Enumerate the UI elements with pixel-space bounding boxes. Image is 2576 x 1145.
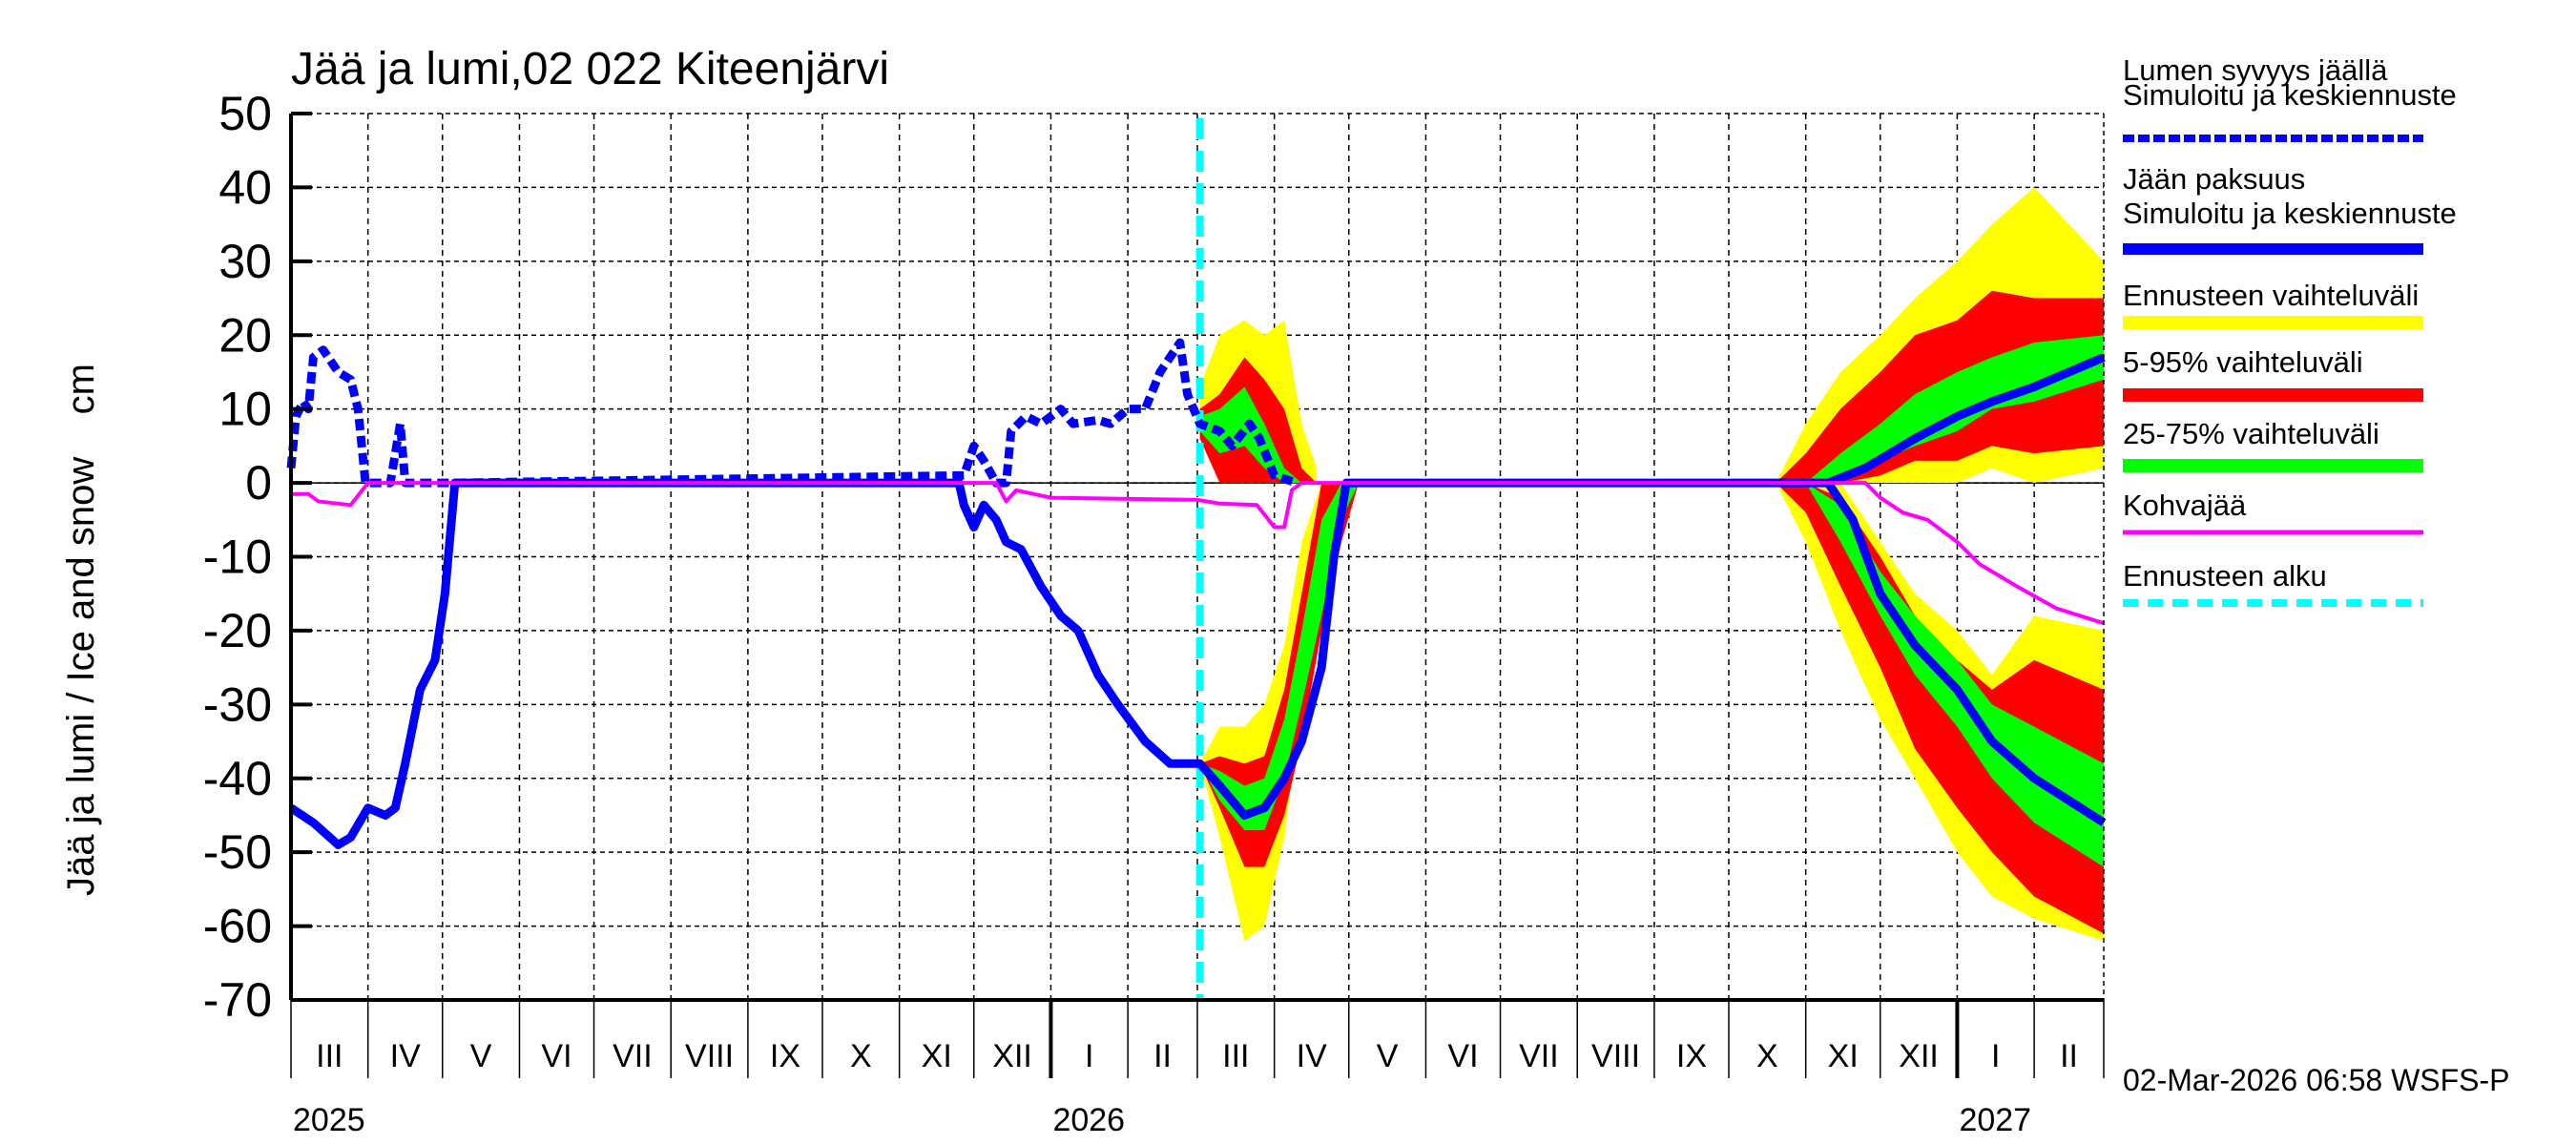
- legend-label: Simuloitu ja keskiennuste: [2123, 78, 2457, 112]
- y-tick-label: -10: [203, 531, 272, 584]
- legend-label: Jään paksuus: [2123, 162, 2305, 196]
- legend-label: 25-75% vaihteluväli: [2123, 417, 2379, 450]
- series-line: [1826, 353, 2106, 488]
- x-month-label: V: [470, 1038, 492, 1074]
- band-red-ice-autumn: [1776, 483, 2104, 934]
- x-month-label: IX: [770, 1038, 800, 1074]
- axes: III IV V VI VII VIII IX X XI XII I II III IV V VI VII VII…: [203, 87, 2105, 1138]
- x-month-label: X: [1756, 1038, 1778, 1074]
- y-tick-label: -70: [203, 973, 272, 1027]
- y-tick-label: -50: [203, 825, 272, 879]
- legend-label: Ennusteen alku: [2123, 559, 2327, 593]
- x-year-label: 2025: [293, 1102, 365, 1138]
- y-tick-label: -30: [203, 677, 272, 731]
- x-month-label: I: [1991, 1038, 2000, 1074]
- x-month-label: IX: [1676, 1038, 1707, 1074]
- x-month-label: VII: [613, 1038, 653, 1074]
- series-line: [291, 481, 2105, 626]
- y-tick-label: -40: [203, 752, 272, 805]
- x-month-label: IV: [390, 1038, 421, 1074]
- x-year-label: 2026: [1052, 1102, 1125, 1138]
- x-month-label: VI: [541, 1038, 571, 1074]
- footer-timestamp: 02-Mar-2026 06:58 WSFS-P: [2123, 1063, 2510, 1097]
- x-month-label: VI: [1447, 1038, 1478, 1074]
- x-month-label: IV: [1297, 1038, 1327, 1074]
- x-month-label: X: [850, 1038, 872, 1074]
- y-tick-label: -60: [203, 900, 272, 953]
- y-tick-label: 40: [218, 160, 272, 214]
- legend-label: Ennusteen vaihteluväli: [2123, 279, 2419, 312]
- y-tick-label: 20: [218, 308, 272, 362]
- x-month-label: VIII: [685, 1038, 734, 1074]
- legend-label: Simuloitu ja keskiennuste: [2123, 197, 2457, 230]
- x-month-label: XI: [1828, 1038, 1859, 1074]
- x-month-label: XI: [922, 1038, 952, 1074]
- y-tick-label: 50: [218, 87, 272, 140]
- y-tick-label: 0: [245, 456, 272, 510]
- x-month-label: XII: [992, 1038, 1032, 1074]
- series-line: [286, 338, 1298, 488]
- x-month-label: III: [316, 1038, 343, 1074]
- x-month-label: III: [1222, 1038, 1249, 1074]
- x-month-label: V: [1377, 1038, 1399, 1074]
- legend-label: 5-95% vaihteluväli: [2123, 345, 2363, 379]
- band-green-snow-autumn: [1776, 335, 2104, 484]
- legend-label: Lumen syvyys jäällä: [2123, 53, 2388, 87]
- band-green-ice-spring: [1199, 483, 1360, 830]
- y-tick-label: 30: [218, 235, 272, 288]
- x-month-label: I: [1085, 1038, 1093, 1074]
- x-month-label: VII: [1519, 1038, 1559, 1074]
- x-month-label: II: [2060, 1038, 2078, 1074]
- x-month-label: XII: [1899, 1038, 1939, 1074]
- chart-title: Jää ja lumi,02 022 Kiteenjärvi: [291, 44, 889, 94]
- series-lines: [286, 118, 2107, 1000]
- x-month-label: II: [1153, 1038, 1172, 1074]
- y-axis-label: Jää ja lumi / Ice and snow cm: [60, 364, 102, 896]
- y-tick-label: -20: [203, 604, 272, 657]
- x-year-label: 2027: [1959, 1102, 2031, 1138]
- legend-label: Kohvajää: [2123, 489, 2247, 522]
- y-tick-label: 10: [218, 383, 272, 436]
- x-month-label: VIII: [1591, 1038, 1640, 1074]
